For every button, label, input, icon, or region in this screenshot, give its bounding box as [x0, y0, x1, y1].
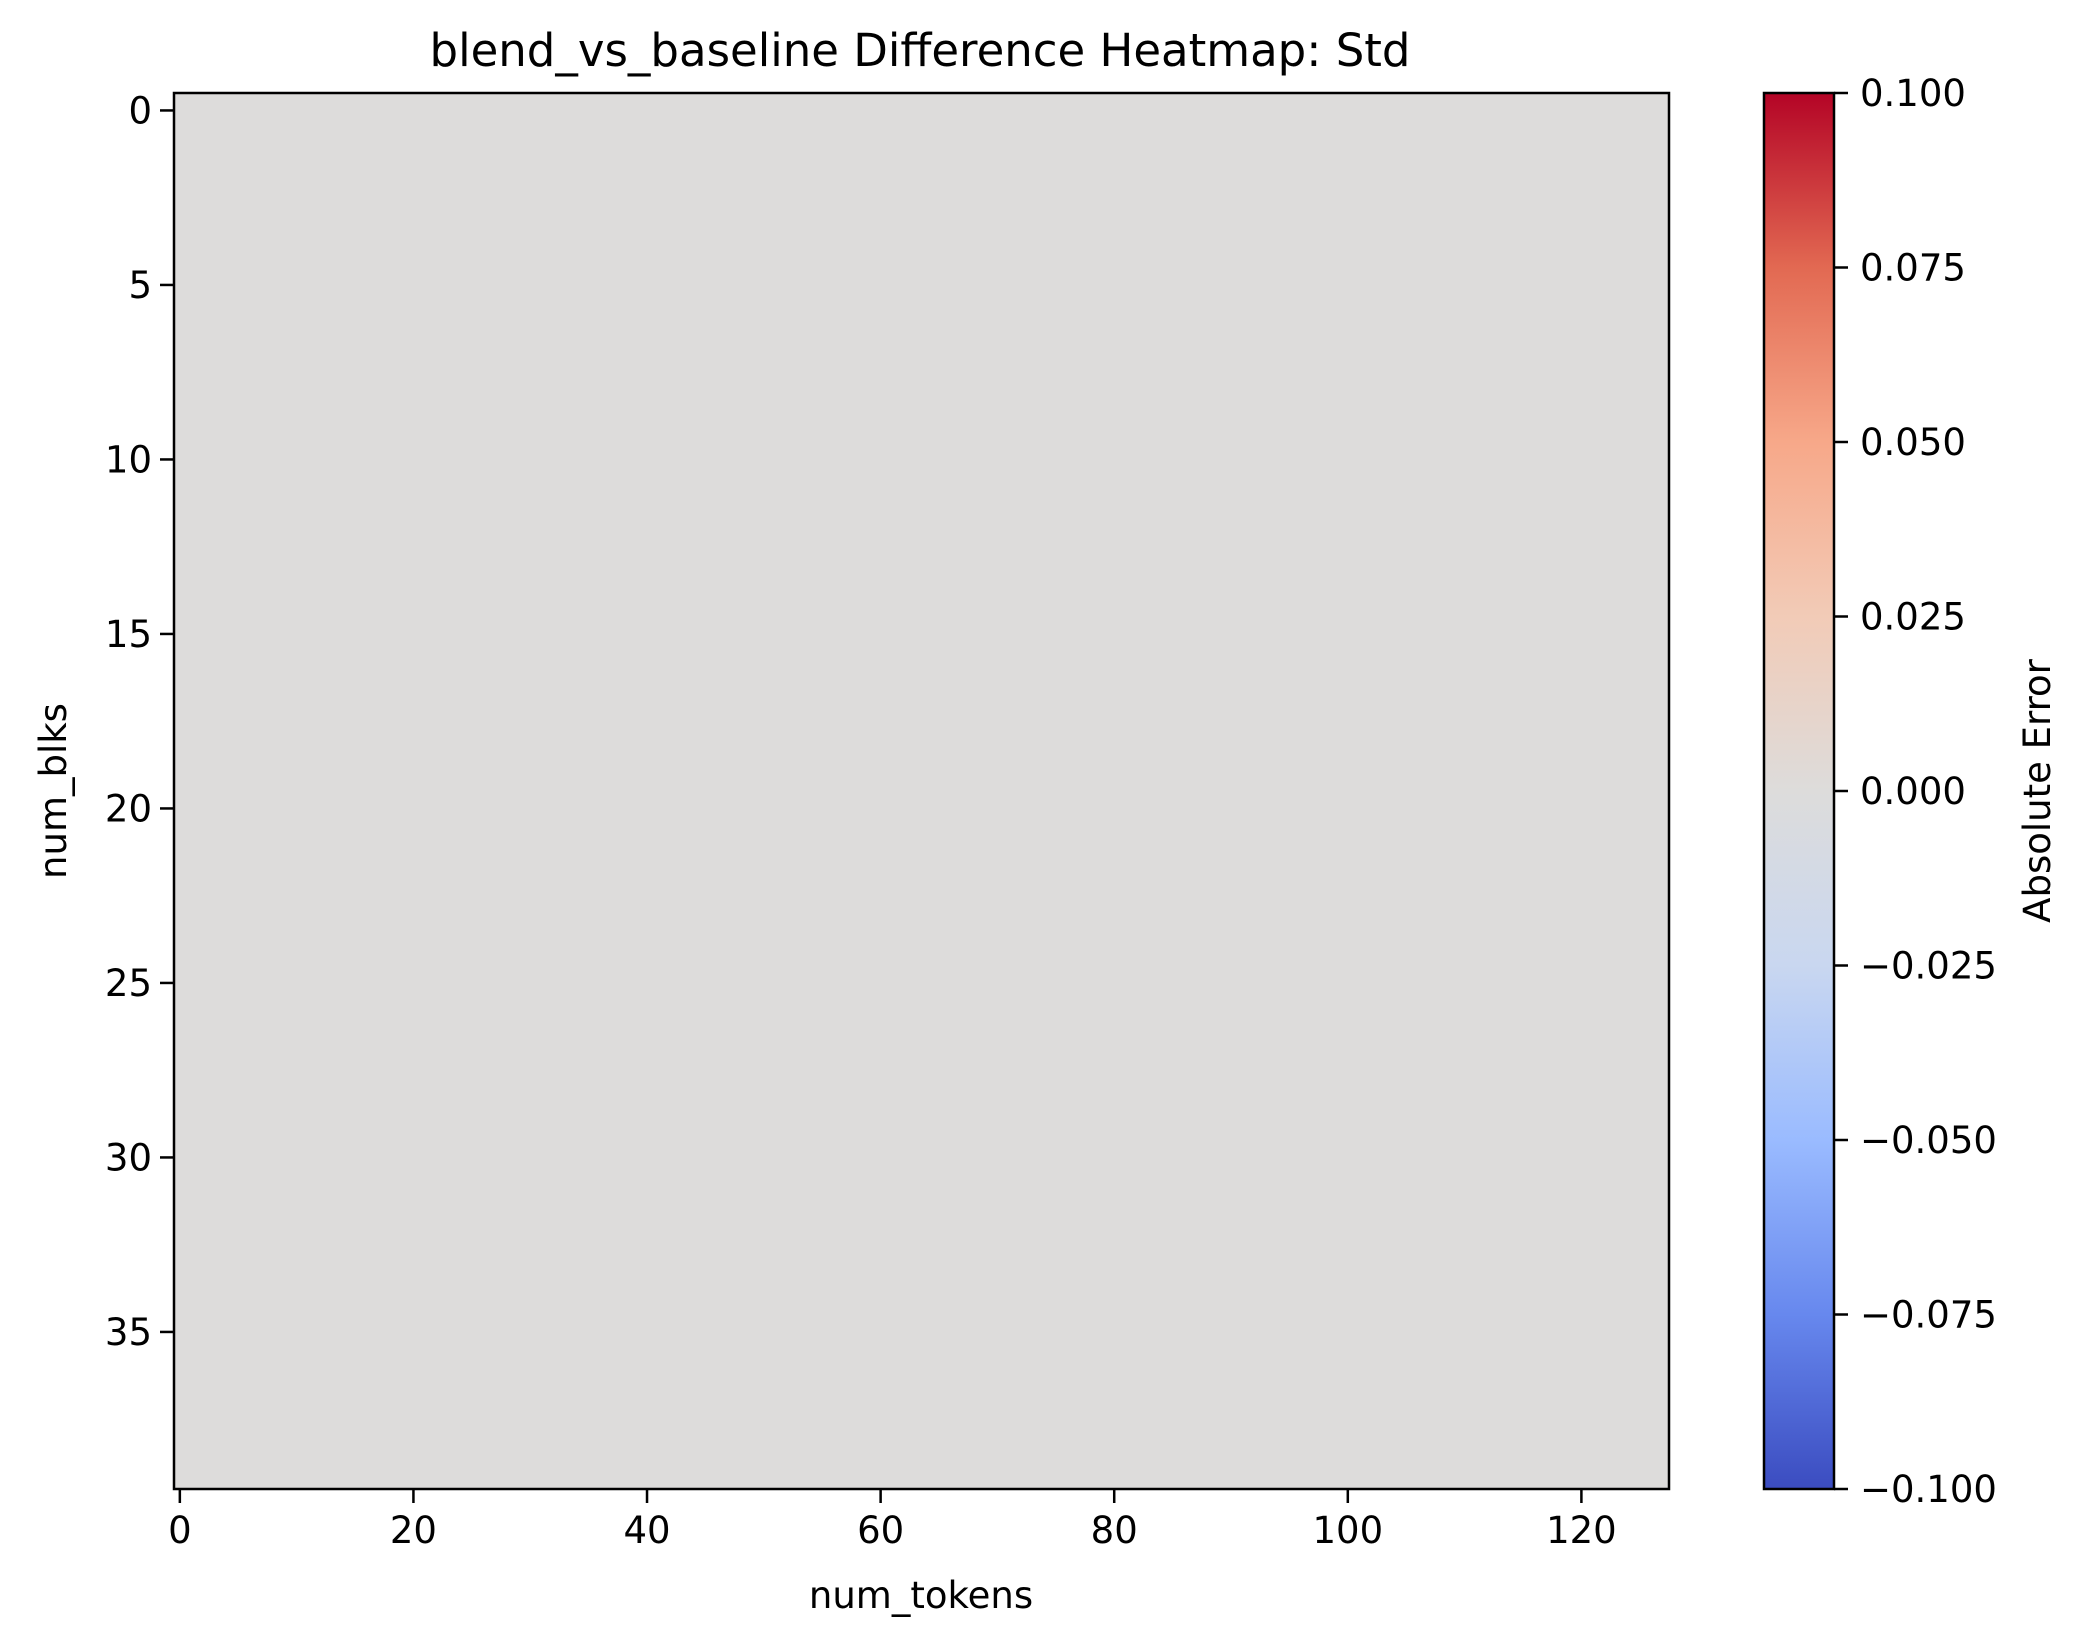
x-tick-label: 0 [168, 1509, 192, 1552]
y-tick-label: 10 [105, 438, 152, 481]
y-tick-label: 5 [128, 264, 152, 307]
x-tick-label: 80 [1091, 1509, 1138, 1552]
y-tick-label: 20 [105, 787, 152, 830]
colorbar-tick-label: 0.075 [1860, 247, 1966, 290]
colorbar-tick-label: −0.100 [1860, 1468, 1997, 1511]
y-tick-label: 25 [105, 962, 152, 1005]
y-tick-label: 35 [105, 1311, 152, 1354]
colorbar-tick-label: −0.025 [1860, 945, 1997, 988]
heatmap-area [174, 93, 1669, 1489]
y-tick-label: 0 [128, 89, 152, 132]
colorbar-tick-label: 0.100 [1860, 72, 1966, 115]
x-tick-label: 120 [1546, 1509, 1617, 1552]
x-axis-label: num_tokens [809, 1574, 1033, 1617]
colorbar-tick-label: −0.075 [1860, 1294, 1997, 1337]
colorbar-axis: −0.100 −0.075 −0.050 −0.025 0.000 0.025 0.050 0… [1834, 72, 1997, 1511]
y-tick-label: 30 [105, 1136, 152, 1179]
x-axis: 0 20 40 60 80 100 120 [168, 1489, 1617, 1552]
y-axis: 0 5 10 15 20 25 30 35 [105, 89, 174, 1354]
chart-title: blend_vs_baseline Difference Heatmap: St… [430, 24, 1411, 77]
x-tick-label: 60 [857, 1509, 904, 1552]
x-tick-label: 100 [1312, 1509, 1383, 1552]
colorbar-tick-label: 0.050 [1860, 421, 1966, 464]
colorbar-tick-label: −0.050 [1860, 1119, 1997, 1162]
colorbar [1764, 93, 1834, 1489]
plot-frame [172, 91, 1671, 1491]
colorbar-tick-label: 0.025 [1860, 596, 1966, 639]
x-tick-label: 20 [390, 1509, 437, 1552]
y-axis-label: num_blks [32, 703, 75, 879]
colorbar-tick-label: 0.000 [1860, 770, 1966, 813]
y-tick-label: 15 [105, 613, 152, 656]
x-tick-label: 40 [623, 1509, 670, 1552]
colorbar-label: Absolute Error [2016, 658, 2059, 922]
